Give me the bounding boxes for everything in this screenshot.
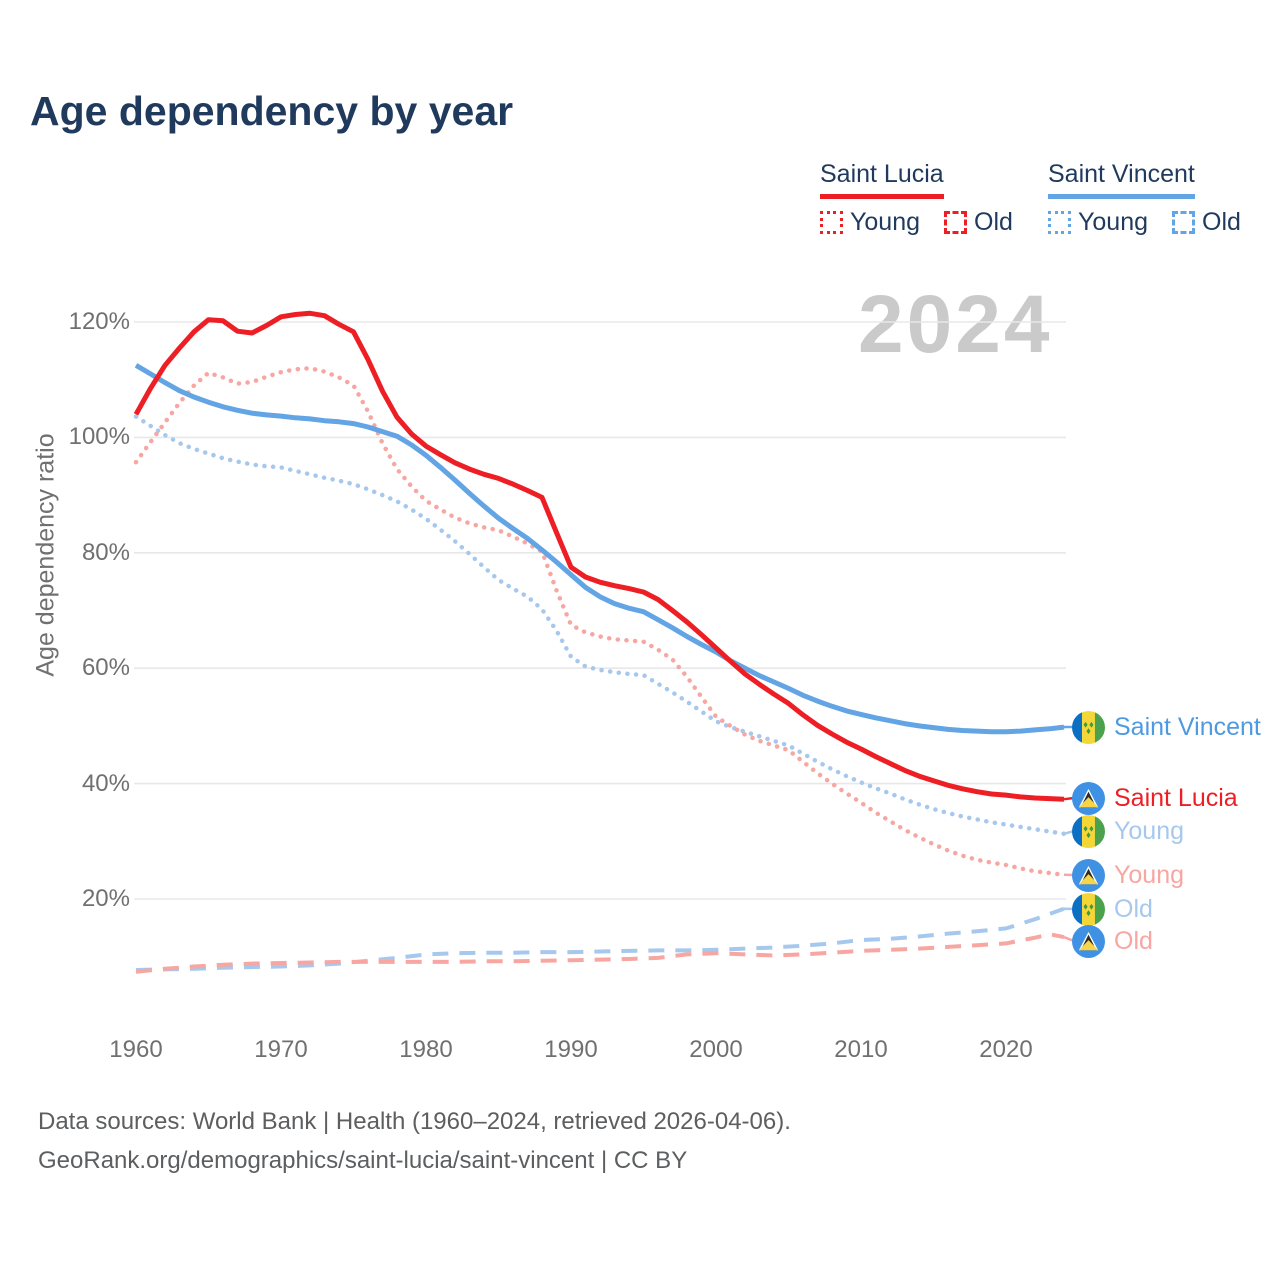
attribution-line: GeoRank.org/demographics/saint-lucia/sai…	[38, 1147, 688, 1174]
x-tick-1960: 1960	[109, 1036, 163, 1063]
legend-group-saint-vincent: Saint Vincent Young Old	[1048, 160, 1241, 237]
y-tick-40: 40%	[81, 769, 130, 797]
end-label-text-sv_old: Old	[1114, 894, 1153, 923]
legend-label-saint-vincent-old: Old	[1202, 208, 1241, 236]
end-label-text-sl_total: Saint Lucia	[1114, 783, 1238, 812]
end-label-sv_young: Young	[1072, 814, 1184, 848]
legend-items-saint-lucia: Young Old	[820, 208, 1013, 237]
saint-lucia-flag-icon	[1072, 924, 1105, 958]
series-line-sv_old	[135, 906, 1065, 972]
legend-title-saint-vincent: Saint Vincent	[1048, 160, 1195, 199]
series-line-sv_total	[134, 363, 1065, 735]
x-tick-2010: 2010	[834, 1036, 888, 1063]
x-tick-2020: 2020	[979, 1036, 1033, 1063]
footer: Data sources: World Bank | Health (1960–…	[38, 1102, 791, 1180]
legend-swatch-saint-vincent-old-icon	[1172, 211, 1195, 234]
end-label-sv_old: Old	[1072, 892, 1153, 926]
series-line-sv_young	[133, 414, 1067, 837]
end-label-sl_young: Young	[1072, 858, 1184, 892]
series-line-sl_old	[135, 932, 1065, 974]
y-tick-60: 60%	[81, 654, 130, 682]
page-title: Age dependency by year	[30, 88, 514, 134]
saint-lucia-flag-icon	[1072, 858, 1105, 892]
legend-swatch-saint-lucia-old-icon	[944, 211, 967, 234]
legend-items-saint-vincent: Young Old	[1048, 208, 1241, 237]
legend-title-saint-lucia: Saint Lucia	[820, 160, 944, 199]
x-tick-1990: 1990	[544, 1036, 598, 1063]
saint-vincent-flag-icon	[1072, 814, 1105, 848]
data-sources-line: Data sources: World Bank | Health (1960–…	[38, 1108, 791, 1135]
y-tick-20: 20%	[81, 885, 130, 912]
x-tick-1980: 1980	[399, 1036, 453, 1063]
legend-swatch-saint-lucia-young-icon	[820, 211, 843, 234]
legend-label-saint-vincent-young: Young	[1078, 208, 1148, 236]
y-tick-80: 80%	[81, 538, 130, 566]
end-label-sl_old: Old	[1072, 924, 1153, 958]
legend-swatch-saint-vincent-young-icon	[1048, 211, 1071, 234]
end-label-sv_total: Saint Vincent	[1072, 710, 1261, 744]
watermark-year: 2024	[858, 279, 1053, 370]
x-tick-2000: 2000	[689, 1036, 743, 1063]
end-label-text-sl_old: Old	[1114, 926, 1153, 955]
y-tick-100: 100%	[68, 423, 130, 451]
series-line-sl_total	[133, 310, 1065, 802]
end-label-text-sv_young: Young	[1114, 816, 1184, 845]
legend-label-saint-lucia-old: Old	[974, 208, 1013, 236]
saint-vincent-flag-icon	[1072, 892, 1105, 926]
saint-lucia-flag-icon	[1072, 781, 1105, 815]
end-label-text-sl_young: Young	[1114, 860, 1184, 889]
legend-label-saint-lucia-young: Young	[850, 208, 920, 236]
legend-group-saint-lucia: Saint Lucia Young Old	[820, 160, 1013, 237]
saint-vincent-flag-icon	[1072, 710, 1105, 744]
end-label-text-sv_total: Saint Vincent	[1114, 712, 1261, 741]
x-tick-1970: 1970	[254, 1036, 308, 1063]
series-line-sl_young	[133, 365, 1067, 878]
end-label-sl_total: Saint Lucia	[1072, 781, 1238, 815]
y-tick-120: 120%	[68, 308, 130, 335]
